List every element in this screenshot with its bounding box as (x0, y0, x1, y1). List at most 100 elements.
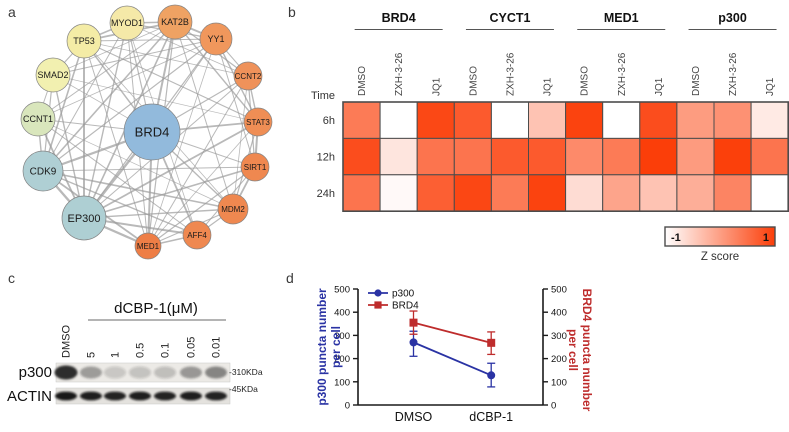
network-node-label: BRD4 (135, 125, 170, 140)
panel-c-label: c (8, 270, 15, 286)
heatmap-cell (639, 101, 678, 139)
blot-size-marker: -310KDa (229, 367, 263, 377)
blot-lane-label: 1 (110, 352, 122, 358)
heatmap-cell (490, 101, 529, 139)
series-line-brd4 (413, 321, 492, 344)
heatmap-border (342, 101, 789, 212)
network-edge (83, 22, 128, 219)
heatmap-column-label: JQ1 (543, 77, 554, 96)
right-tick-label: 300 (551, 331, 567, 342)
network-node-label: KAT2B (161, 17, 189, 27)
network-edge (42, 40, 85, 172)
network-edge (83, 121, 259, 219)
network-edge (147, 121, 259, 247)
left-axis-title-line1: p300 puncta number (315, 288, 329, 406)
heatmap-cell (416, 137, 455, 176)
heatmap-row-label: 6h (323, 115, 335, 127)
network-edge (147, 38, 217, 247)
left-tick-label: 300 (334, 331, 350, 342)
blot-band (129, 366, 151, 379)
network-node-label: SIRT1 (244, 163, 267, 172)
right-tick-label: 500 (551, 285, 567, 296)
panel-a-label: a (8, 4, 16, 20)
heatmap-column-label: DMSO (468, 66, 479, 96)
heatmap-cell (453, 137, 492, 176)
network-edge (147, 75, 249, 247)
blot-band (180, 366, 202, 379)
network-node-label: TP53 (73, 36, 95, 46)
heatmap-cell (528, 101, 567, 139)
right-axis-title-line2: per cell (566, 329, 580, 371)
network-edge (52, 74, 259, 123)
left-tick-label: 500 (334, 285, 350, 296)
legend-label: p300 (392, 289, 415, 300)
heatmap-cell (750, 137, 789, 176)
heatmap-cell (528, 174, 567, 212)
heatmap-cell (602, 101, 641, 139)
heatmap-cell (676, 174, 715, 212)
heatmap-column-label: DMSO (691, 66, 702, 96)
right-tick-label: 200 (551, 354, 567, 365)
blot-bands (54, 365, 227, 380)
blot-lane-label: 5 (86, 352, 98, 358)
heatmap-column-label: ZXH-3-26 (728, 52, 739, 96)
heatmap-time-axis-label: Time (311, 90, 335, 102)
blot-band (154, 391, 176, 401)
heatmap-cell (453, 101, 492, 139)
network-edge (52, 74, 85, 219)
colorbar-title: Z score (701, 251, 739, 263)
blot-lane-label: 0.01 (211, 337, 223, 358)
network-node-sirt1 (240, 152, 270, 182)
network-edge (83, 166, 256, 219)
network-node-cdk9 (22, 150, 64, 192)
network-node-label: MED1 (137, 242, 160, 251)
right-tick-label: 400 (551, 308, 567, 319)
network-node-label: AFF4 (187, 231, 207, 240)
x-category-label: DMSO (395, 410, 433, 424)
blot-band (54, 365, 78, 380)
network-node-kat2b (157, 4, 193, 40)
network-node-label: CCNT1 (23, 114, 53, 124)
panel-b-label: b (288, 4, 296, 20)
blot-lane-label: 0.5 (135, 343, 147, 358)
network-chart: BRD4 MYOD1 KAT2B TP53 YY1 SMAD2 CCNT2 CCNT1 STAT… (20, 4, 273, 260)
heatmap-cell (342, 137, 381, 176)
network-node-brd4 (123, 103, 181, 161)
line-chart: 0 0 100 100 200 200 300 300 400 400 500 500 DMSO dCBP… (315, 285, 594, 425)
heatmap-cell (490, 137, 529, 176)
blot-band (154, 366, 176, 379)
heatmap-cell (565, 137, 604, 176)
network-edge (37, 118, 198, 236)
network-node-ep300 (61, 195, 107, 241)
network-node-label: EP300 (67, 213, 100, 225)
network-node-smad2 (35, 57, 71, 93)
network-edge (37, 118, 234, 210)
blot-band (180, 391, 202, 401)
heatmap-cell (602, 137, 641, 176)
heatmap-cell (416, 101, 455, 139)
blot-band (104, 391, 126, 401)
blot-size-marker: -45KDa (229, 384, 258, 394)
network-edge (83, 40, 149, 247)
network-node-label: YY1 (207, 34, 224, 44)
heatmap-cell (713, 174, 752, 212)
network-node-aff4 (182, 220, 212, 250)
heatmap-row-label: 24h (317, 188, 335, 200)
data-point-brd4 (487, 338, 496, 347)
blot-lane-label: DMSO (61, 325, 73, 358)
data-point-brd4 (409, 318, 418, 327)
network-node-ccnt1 (20, 101, 56, 137)
blot-band (104, 366, 126, 379)
heatmap-cell (379, 101, 418, 139)
colorbar-min-label: -1 (671, 232, 681, 244)
series-line-p300 (413, 341, 492, 377)
left-tick-label: 400 (334, 308, 350, 319)
western-blot: dCBP-1(μM) DMSO 5 1 0.5 0.1 0.05 0.01 p300 -310KD… (7, 300, 263, 405)
heatmap-cell (490, 174, 529, 212)
network-edge (42, 21, 176, 172)
heatmap-group-header: MED1 (604, 11, 639, 25)
heatmap-cell (379, 174, 418, 212)
heatmap-column-label: ZXH-3-26 (617, 52, 628, 96)
blot-row-label: p300 (19, 364, 52, 381)
